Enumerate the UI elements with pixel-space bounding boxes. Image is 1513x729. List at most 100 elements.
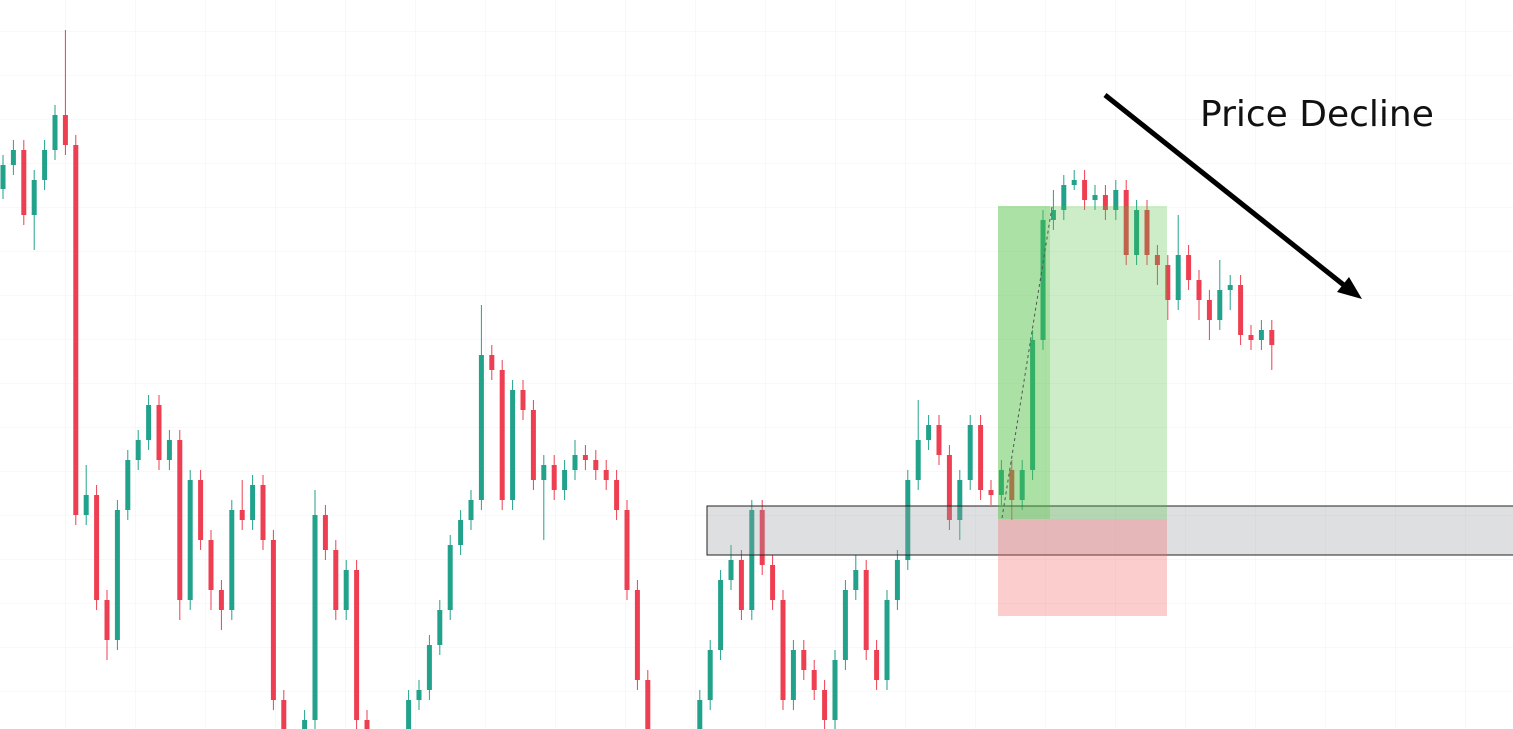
candle-body — [239, 510, 245, 520]
candle-body — [1144, 210, 1150, 255]
candle-body — [957, 480, 963, 520]
candle-body — [354, 570, 360, 720]
candle-body — [364, 720, 370, 729]
candle-body — [842, 590, 848, 660]
candle-body — [728, 560, 734, 580]
candle-body — [936, 425, 942, 455]
candle-body — [1258, 330, 1264, 340]
candle-body — [229, 510, 235, 610]
candle-body — [978, 425, 984, 490]
candle-body — [333, 550, 339, 610]
candle-body — [125, 460, 131, 510]
candle-body — [406, 700, 412, 729]
candle-body — [468, 500, 474, 520]
candle-body — [270, 540, 276, 700]
candle-body — [1040, 220, 1046, 340]
candle-body — [832, 660, 838, 720]
target-box-dark — [998, 206, 1050, 519]
arrow-head — [1337, 277, 1362, 299]
candle-body — [759, 510, 765, 565]
candle-body — [1061, 185, 1067, 210]
candle-body — [1082, 180, 1088, 200]
candle-body — [447, 545, 453, 610]
candle-body — [634, 590, 640, 680]
candle-body — [967, 425, 973, 480]
candle-body — [749, 510, 755, 610]
candle-body — [343, 570, 349, 610]
candle-body — [946, 455, 952, 520]
candle-body — [853, 570, 859, 590]
candle-body — [198, 480, 204, 540]
candle-body — [104, 600, 110, 640]
candle-body — [811, 670, 817, 690]
candle-body — [998, 470, 1004, 495]
candle-body — [135, 440, 141, 460]
candle-body — [166, 440, 172, 460]
candle-body — [1102, 195, 1108, 210]
candle-body — [562, 470, 568, 490]
candle-body — [863, 570, 869, 650]
candle-body — [52, 115, 58, 150]
candle-body — [1154, 255, 1160, 265]
zone — [706, 505, 1513, 556]
candle-body — [593, 460, 599, 470]
candle-body — [0, 165, 6, 189]
candle-body — [458, 520, 464, 545]
candle-body — [874, 650, 880, 680]
candle-body — [114, 510, 120, 640]
candle-body — [478, 355, 484, 500]
arrow-shaft — [1103, 93, 1352, 292]
candle-body — [801, 650, 807, 670]
candle-body — [1227, 285, 1233, 290]
candle-body — [322, 515, 328, 550]
candle-body — [83, 495, 89, 515]
candle-body — [1123, 190, 1129, 255]
candle-body — [770, 565, 776, 600]
candle-body — [94, 495, 100, 600]
candle-body — [551, 465, 557, 490]
candle-body — [1071, 180, 1077, 185]
candle-body — [530, 410, 536, 480]
candle-body — [281, 700, 287, 729]
candle-body — [489, 355, 495, 370]
candle-body — [218, 590, 224, 610]
candle-body — [510, 390, 516, 500]
candle-body — [915, 440, 921, 480]
candle-body — [603, 470, 609, 480]
candle-body — [822, 690, 828, 720]
candle-body — [1238, 285, 1244, 335]
candle-body — [499, 370, 505, 500]
candle-body — [884, 600, 890, 680]
candle-body — [1134, 210, 1140, 255]
candle-body — [62, 115, 68, 145]
candle-body — [426, 645, 432, 690]
candle-body — [1186, 255, 1192, 280]
candle-body — [10, 150, 16, 165]
candle-body — [1092, 195, 1098, 200]
candle-body — [73, 145, 79, 515]
candle-body — [572, 455, 578, 470]
candle-body — [177, 440, 183, 600]
candle-body — [894, 560, 900, 600]
candle-body — [42, 150, 48, 180]
candle-body — [707, 650, 713, 700]
candle-body — [926, 425, 932, 440]
candle-body — [302, 720, 308, 729]
candle-body — [1019, 470, 1025, 500]
candle-body — [1269, 330, 1275, 345]
candle-body — [645, 680, 651, 729]
target-box — [998, 206, 1167, 519]
candle-body — [738, 560, 744, 610]
candle-body — [582, 455, 588, 460]
candle-body — [31, 180, 37, 215]
candle-body — [312, 515, 318, 720]
stop-box — [998, 519, 1167, 616]
candle-body — [260, 485, 266, 540]
candle-body — [1175, 255, 1181, 300]
candle-body — [1030, 340, 1036, 470]
candle-body — [21, 150, 27, 215]
annotation: Price Decline — [1200, 94, 1434, 135]
candle-body — [790, 650, 796, 700]
